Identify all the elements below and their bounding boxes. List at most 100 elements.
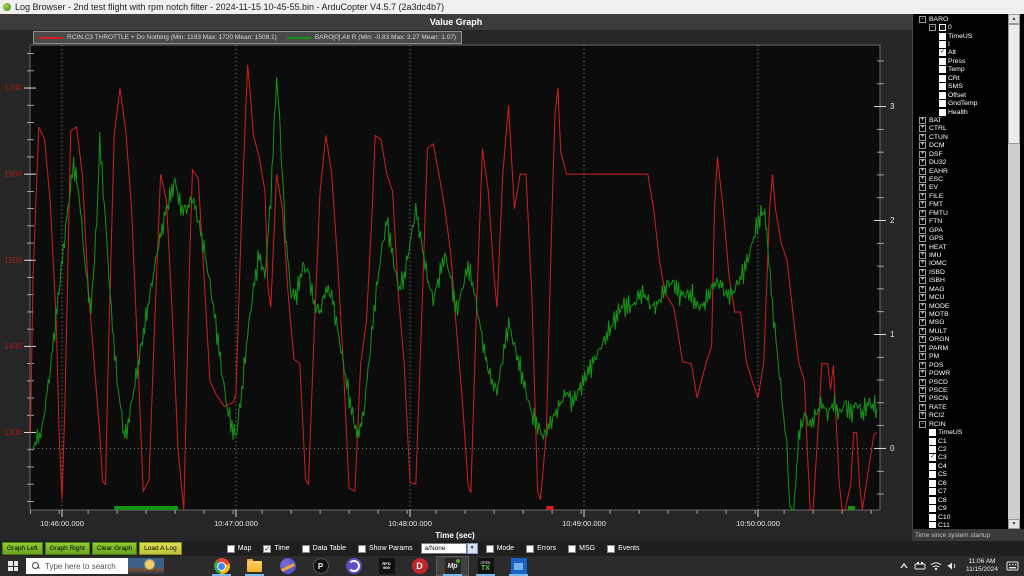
tree-node-pscd[interactable]: + PSCD [914, 378, 1007, 386]
tree-node-c6[interactable]: C6 [914, 479, 1007, 487]
field-checkbox[interactable] [929, 505, 936, 513]
checkbox-icon[interactable]: ✓ [263, 544, 272, 553]
expand-icon[interactable]: + [919, 403, 926, 411]
tree-node-c11[interactable]: C11 [914, 521, 1007, 528]
wifi-icon[interactable] [928, 556, 944, 576]
checkbox-icon[interactable] [357, 544, 366, 553]
checkbox-errors[interactable]: Errors [526, 544, 556, 553]
field-checkbox[interactable] [939, 100, 946, 108]
p-app-icon[interactable]: P [304, 556, 337, 576]
tree-node-isbd[interactable]: + ISBD [914, 268, 1007, 276]
tree-node-c2[interactable]: C2 [914, 445, 1007, 454]
opentx-icon[interactable]: OPEN TX [469, 556, 502, 576]
purple-swirl-app-icon[interactable] [337, 556, 370, 576]
expand-icon[interactable]: + [919, 167, 926, 175]
tree-node-motb[interactable]: + MOTB [914, 310, 1007, 319]
tree-node-parm[interactable]: + PARM [914, 344, 1007, 352]
tree-node-ftn[interactable]: + FTN [914, 218, 1007, 226]
start-button[interactable] [0, 556, 26, 576]
tree-node-eahr[interactable]: + EAHR [914, 167, 1007, 175]
tree-node-file[interactable]: + FILE [914, 192, 1007, 200]
tree-node-c5[interactable]: C5 [914, 471, 1007, 479]
field-checkbox[interactable] [939, 57, 946, 65]
expand-icon[interactable]: + [919, 319, 926, 327]
checkbox-data-table[interactable]: Data Table [301, 544, 346, 553]
tree-node-c7[interactable]: C7 [914, 488, 1007, 496]
mode-select-value[interactable]: a/None [420, 543, 467, 554]
tree-node-rci2[interactable]: + RCI2 [914, 412, 1007, 420]
expand-icon[interactable]: + [919, 336, 926, 344]
collapse-icon[interactable]: - [919, 420, 926, 428]
tree-node-du32[interactable]: + DU32 [914, 158, 1007, 167]
expand-icon[interactable]: + [919, 142, 926, 150]
tree-node-mode[interactable]: + MODE [914, 302, 1007, 310]
checkbox-mode[interactable]: Mode [485, 544, 514, 553]
graph-left-button[interactable]: Graph Left [2, 542, 43, 555]
expand-icon[interactable]: + [919, 176, 926, 184]
expand-icon[interactable]: + [919, 251, 926, 259]
tree-node-c9[interactable]: C9 [914, 504, 1007, 513]
collapse-icon[interactable]: - [929, 24, 936, 32]
field-checkbox[interactable] [939, 32, 946, 40]
tree-node-psce[interactable]: + PSCE [914, 386, 1007, 394]
tree-node-mcu[interactable]: + MCU [914, 293, 1007, 302]
field-checkbox[interactable] [939, 41, 946, 49]
field-checkbox[interactable] [939, 74, 946, 82]
tree-node-pscn[interactable]: + PSCN [914, 395, 1007, 403]
tree-node-mag[interactable]: + MAG [914, 285, 1007, 293]
tree-node-rate[interactable]: + RATE [914, 403, 1007, 411]
field-checkbox[interactable] [929, 429, 936, 437]
checkbox-icon[interactable] [485, 544, 494, 553]
field-checkbox[interactable] [929, 488, 936, 496]
tree-node-crt[interactable]: CRt [914, 74, 1007, 82]
tree-node-mult[interactable]: + MULT [914, 327, 1007, 335]
tree-node-c3[interactable]: ✓ C3 [914, 454, 1007, 462]
mission-planner-icon[interactable]: Mp [436, 556, 469, 576]
legend-entry[interactable]: RCIN.C3 THROTTLE + Do Nothing (Min: 1193… [39, 34, 277, 41]
tree-node-timeus[interactable]: TimeUS [914, 32, 1007, 40]
expand-icon[interactable]: + [919, 192, 926, 200]
tree-node-imu[interactable]: + IMU [914, 251, 1007, 259]
checkbox-map[interactable]: Map [226, 544, 251, 553]
window-titlebar[interactable]: Log Browser - 2nd test flight with rpm n… [0, 0, 1024, 14]
tree-node-dsf[interactable]: + DSF [914, 150, 1007, 158]
touch-keyboard-icon[interactable] [1004, 556, 1020, 576]
field-checkbox[interactable] [929, 479, 936, 487]
tree-scrollbar[interactable]: ▲ ▼ [1008, 14, 1020, 529]
expand-icon[interactable]: + [919, 353, 926, 361]
tree-node-iomc[interactable]: + IOMC [914, 260, 1007, 268]
tree-node-offset[interactable]: Offset [914, 91, 1007, 99]
taskbar-search[interactable]: Type here to search [26, 558, 164, 574]
tree-node-ev[interactable]: + EV [914, 184, 1007, 192]
tree-node-i[interactable]: I [914, 40, 1007, 49]
chevron-down-icon[interactable]: ▼ [466, 543, 478, 554]
tree-node-health[interactable]: Health [914, 108, 1007, 116]
tree-node-gpa[interactable]: + GPA [914, 226, 1007, 234]
field-checkbox[interactable] [939, 108, 946, 116]
tree-node-press[interactable]: Press [914, 57, 1007, 65]
field-checkbox[interactable] [939, 24, 946, 32]
tree-node-timeus[interactable]: TimeUS [914, 428, 1007, 437]
tree-node-pm[interactable]: + PM [914, 353, 1007, 361]
clear-graph-button[interactable]: Clear Graph [91, 542, 138, 555]
tree-node-c4[interactable]: C4 [914, 462, 1007, 470]
field-checkbox[interactable] [939, 83, 946, 91]
field-checkbox[interactable] [929, 496, 936, 504]
tree-node-baro[interactable]: - BARO [914, 15, 1007, 23]
paint3d-icon[interactable] [271, 556, 304, 576]
scroll-up-icon[interactable]: ▲ [1008, 14, 1020, 24]
tree-node-msg[interactable]: + MSG [914, 319, 1007, 327]
expand-icon[interactable]: + [919, 277, 926, 285]
volume-icon[interactable] [944, 556, 960, 576]
expand-icon[interactable]: + [919, 243, 926, 251]
expand-icon[interactable]: + [919, 209, 926, 217]
rfd900-icon[interactable]: RFD 900 [370, 556, 403, 576]
legend-entry[interactable]: BARO[0].Alt R (Min: -0.83 Max: 3.27 Mean… [286, 34, 456, 41]
expand-icon[interactable]: + [919, 327, 926, 335]
field-checkbox[interactable] [939, 66, 946, 74]
expand-icon[interactable]: + [919, 302, 926, 310]
expand-icon[interactable]: + [919, 268, 926, 276]
d-app-icon[interactable]: D [403, 556, 436, 576]
tree-node-temp[interactable]: Temp [914, 66, 1007, 74]
tree-node-gps[interactable]: + GPS [914, 234, 1007, 243]
